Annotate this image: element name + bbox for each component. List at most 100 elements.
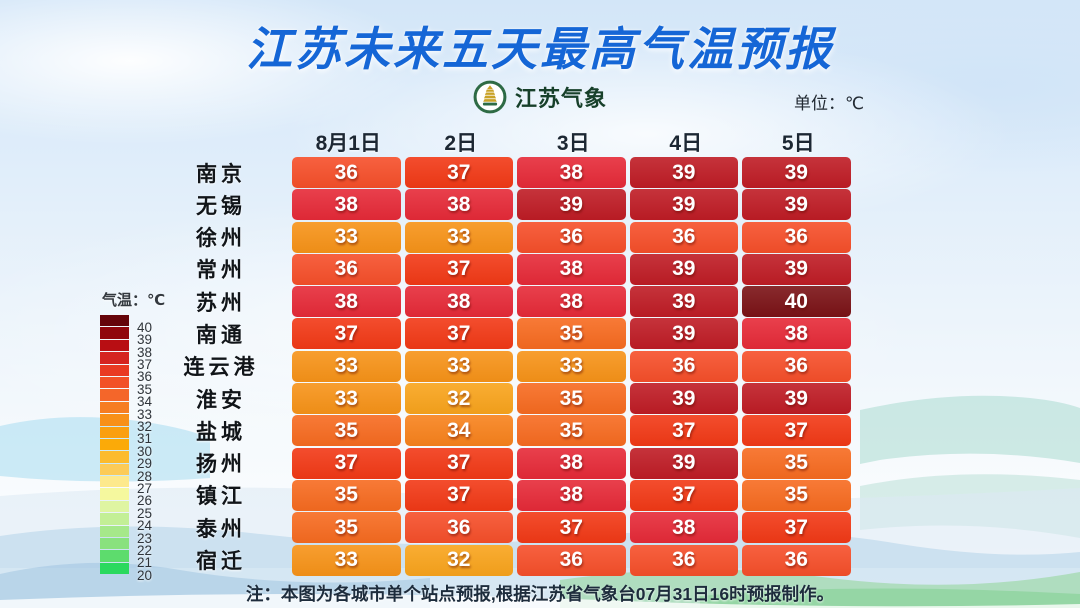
legend-tick-label: 32 [137, 419, 153, 435]
city-label: 盐城 [196, 420, 246, 444]
legend-tick-label: 39 [137, 332, 153, 348]
legend-band: 39 [100, 327, 152, 346]
temp-cell: 35 [517, 383, 626, 415]
city-label: 扬州 [196, 453, 246, 477]
column-header: 4日 [669, 132, 703, 155]
legend-band: 32 [100, 414, 152, 433]
city-label: 常州 [196, 259, 246, 283]
table-row: 连云港 33 33 33 36 36 [150, 350, 855, 382]
temp-cell: 39 [742, 383, 851, 415]
temp-cell: 35 [292, 415, 401, 447]
legend-band: 30 [100, 438, 152, 458]
temp-cell: 38 [517, 253, 626, 285]
table-row: 镇江 35 37 38 37 35 [150, 479, 855, 511]
legend-tick-label: 23 [137, 530, 153, 546]
legend-band: 38 [100, 339, 152, 359]
column-header: 8月1日 [315, 132, 381, 155]
temp-cell: 35 [742, 479, 851, 511]
temp-cell: 37 [292, 447, 401, 479]
legend-swatch [100, 339, 129, 352]
temp-cell: 38 [292, 286, 401, 318]
temp-cell: 37 [404, 479, 513, 511]
temp-cell: 35 [742, 447, 851, 479]
legend-tick-label: 40 [137, 319, 153, 335]
legend-swatch [100, 513, 129, 525]
legend-band: 29 [100, 451, 152, 470]
legend-swatch [100, 525, 129, 538]
temp-cell: 38 [404, 286, 513, 318]
temp-cell: 34 [404, 415, 513, 447]
temp-cell: 39 [742, 189, 851, 221]
table-header-row: 8月1日 2日 3日 4日 5日 [150, 127, 855, 155]
temp-cell: 36 [292, 157, 401, 188]
legend-title: 气温：℃ [102, 292, 166, 309]
temp-cell: 37 [404, 318, 513, 350]
legend-swatch [100, 476, 129, 488]
legend-band: 28 [100, 463, 152, 483]
temp-cell: 39 [742, 253, 851, 285]
city-label: 南通 [196, 323, 246, 347]
temp-cell: 33 [404, 221, 513, 253]
temp-cell: 36 [742, 350, 851, 382]
legend-swatch [100, 500, 129, 513]
column-header: 5日 [781, 132, 815, 155]
table-row: 泰州 35 36 37 38 37 [150, 512, 855, 544]
temp-cell: 37 [742, 415, 851, 447]
temp-cell: 36 [404, 512, 513, 544]
legend-band: 24 [100, 513, 152, 532]
table-row: 宿迁 33 32 36 36 36 [150, 544, 855, 576]
legend-swatch [100, 389, 129, 401]
temp-cell: 38 [742, 318, 851, 350]
city-label: 淮安 [196, 388, 246, 412]
temp-cell: 36 [742, 221, 851, 253]
temp-cell: 39 [629, 189, 738, 221]
temp-cell: 39 [629, 157, 738, 188]
city-label: 徐州 [196, 227, 246, 251]
legend-swatch [100, 463, 129, 476]
temp-cell: 39 [629, 318, 738, 350]
legend-band: 25 [100, 500, 152, 520]
temp-cell: 38 [404, 189, 513, 221]
column-header: 2日 [444, 132, 478, 155]
temp-cell: 40 [742, 286, 851, 318]
table-row: 盐城 35 34 35 37 37 [150, 415, 855, 447]
city-label: 苏州 [196, 291, 246, 315]
legend-tick-label: 35 [137, 381, 153, 397]
temp-cell: 39 [629, 253, 738, 285]
legend-band: 20 [100, 562, 152, 582]
table-body: 南京 36 37 38 39 39 无锡 38 38 39 39 39 徐州 33 33 36 36 36 常州 36… [150, 157, 855, 576]
temp-cell: 38 [517, 157, 626, 188]
legend-swatch [100, 327, 129, 339]
temp-cell: 33 [292, 350, 401, 382]
temp-cell: 36 [629, 350, 738, 382]
forecast-table: 8月1日 2日 3日 4日 5日 南京 36 37 38 39 39 无锡 38 38 39 39 39 徐州 3… [150, 127, 855, 577]
legend-swatch [100, 451, 129, 463]
temp-cell: 39 [629, 447, 738, 479]
legend-swatch [100, 376, 129, 389]
legend-tick-label: 25 [137, 505, 153, 521]
temp-cell: 37 [629, 479, 738, 511]
legend-swatch [100, 426, 129, 438]
legend-tick-label: 31 [137, 431, 153, 447]
logo-text: 江苏气象 [514, 86, 607, 111]
temp-cell: 36 [292, 253, 401, 285]
temp-cell: 35 [292, 512, 401, 544]
table-row: 扬州 37 37 38 39 35 [150, 447, 855, 479]
table-row: 徐州 33 33 36 36 36 [150, 221, 855, 253]
temp-cell: 39 [517, 189, 626, 221]
temp-cell: 38 [517, 447, 626, 479]
table-row: 南通 37 37 35 39 38 [150, 318, 855, 350]
temp-cell: 37 [404, 447, 513, 479]
temp-cell: 37 [629, 415, 738, 447]
legend-swatch [100, 562, 129, 575]
legend-band: 23 [100, 525, 152, 545]
legend-tick-label: 22 [137, 542, 153, 558]
legend-tick-label: 38 [137, 344, 153, 360]
city-label: 连云港 [183, 356, 259, 380]
footnote: 注：本图为各城市单个站点预报,根据江苏省气象台07月31日16时预报制作。 [245, 584, 835, 604]
temp-cell: 38 [517, 479, 626, 511]
temp-cell: 33 [404, 350, 513, 382]
temp-cell: 36 [517, 544, 626, 576]
temperature-legend: 气温：℃ 40 39 38 37 36 35 34 33 32 31 30 29 28 27 26 25 24 2… [100, 289, 166, 582]
